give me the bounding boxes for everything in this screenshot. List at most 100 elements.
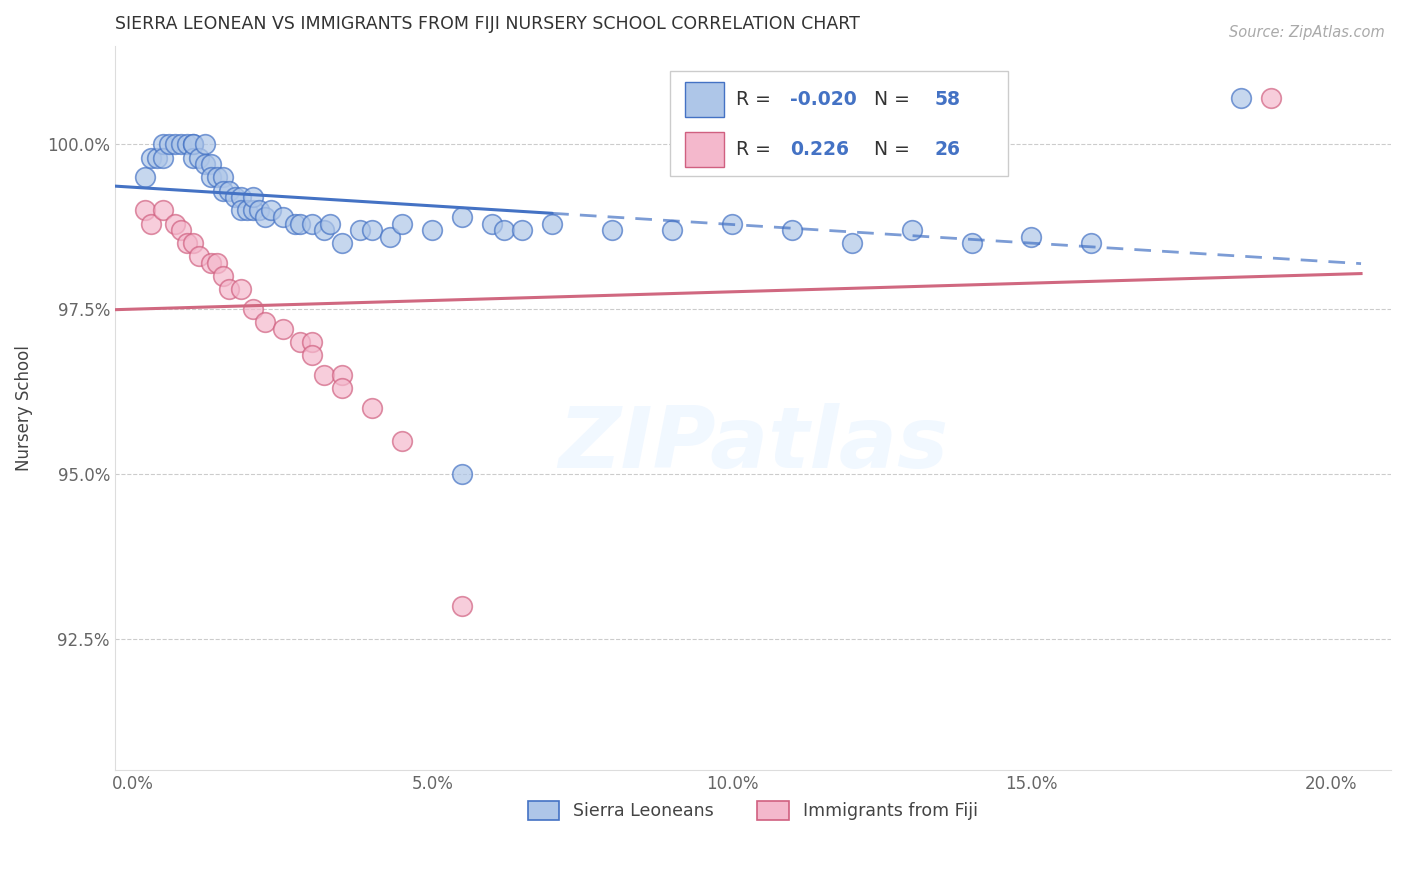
Point: [253, 210, 276, 224]
Point: [1021, 229, 1043, 244]
Point: [181, 137, 204, 152]
Point: [1080, 236, 1102, 251]
Point: [301, 348, 323, 362]
Point: [187, 151, 209, 165]
Point: [541, 217, 564, 231]
Point: [205, 256, 228, 270]
Point: [187, 250, 209, 264]
Point: [1230, 91, 1253, 105]
Text: 58: 58: [934, 90, 960, 109]
Point: [332, 236, 354, 251]
Point: [361, 401, 384, 415]
Text: R =: R =: [737, 90, 778, 109]
Bar: [685, 82, 724, 117]
Point: [271, 322, 294, 336]
Point: [242, 203, 264, 218]
Text: 0.226: 0.226: [790, 140, 849, 160]
Bar: [685, 132, 724, 167]
Point: [1260, 91, 1282, 105]
Point: [301, 335, 323, 350]
Point: [314, 368, 336, 382]
Point: [181, 151, 204, 165]
Point: [242, 302, 264, 317]
Point: [181, 236, 204, 251]
Point: [451, 467, 474, 481]
Point: [218, 282, 240, 296]
Point: [841, 236, 863, 251]
Point: [301, 217, 323, 231]
Point: [194, 157, 217, 171]
Point: [510, 223, 533, 237]
Point: [139, 217, 162, 231]
Text: N =: N =: [875, 140, 915, 160]
Point: [152, 151, 174, 165]
Point: [332, 368, 354, 382]
Point: [253, 315, 276, 329]
Point: [391, 434, 413, 448]
Point: [134, 203, 156, 218]
Point: [176, 236, 198, 251]
Point: [349, 223, 371, 237]
Point: [283, 217, 305, 231]
Point: [152, 203, 174, 218]
Point: [361, 223, 384, 237]
Point: [145, 151, 167, 165]
Point: [181, 137, 204, 152]
Point: [194, 137, 217, 152]
Point: [229, 282, 252, 296]
Point: [169, 223, 191, 237]
Point: [200, 256, 222, 270]
Point: [229, 203, 252, 218]
Y-axis label: Nursery School: Nursery School: [15, 345, 32, 471]
Point: [211, 184, 233, 198]
Point: [235, 203, 257, 218]
Point: [152, 137, 174, 152]
Point: [200, 157, 222, 171]
Point: [205, 170, 228, 185]
Point: [380, 229, 402, 244]
Point: [960, 236, 983, 251]
Point: [780, 223, 803, 237]
Point: [900, 223, 922, 237]
Point: [661, 223, 683, 237]
Text: R =: R =: [737, 140, 778, 160]
Point: [218, 184, 240, 198]
Point: [290, 335, 312, 350]
Point: [200, 170, 222, 185]
Legend: Sierra Leoneans, Immigrants from Fiji: Sierra Leoneans, Immigrants from Fiji: [522, 794, 984, 827]
Point: [211, 269, 233, 284]
Point: [176, 137, 198, 152]
Point: [259, 203, 281, 218]
Point: [242, 190, 264, 204]
Point: [481, 217, 503, 231]
Point: [494, 223, 516, 237]
Point: [420, 223, 443, 237]
Point: [163, 217, 186, 231]
Point: [721, 217, 744, 231]
Point: [451, 210, 474, 224]
Text: ZIPatlas: ZIPatlas: [558, 403, 948, 486]
Text: -0.020: -0.020: [790, 90, 856, 109]
Text: N =: N =: [875, 90, 915, 109]
Point: [163, 137, 186, 152]
Point: [314, 223, 336, 237]
Text: SIERRA LEONEAN VS IMMIGRANTS FROM FIJI NURSERY SCHOOL CORRELATION CHART: SIERRA LEONEAN VS IMMIGRANTS FROM FIJI N…: [115, 15, 859, 33]
Point: [290, 217, 312, 231]
Point: [391, 217, 413, 231]
Point: [169, 137, 191, 152]
Point: [332, 381, 354, 395]
Bar: [669, 71, 1008, 176]
Point: [271, 210, 294, 224]
Point: [134, 170, 156, 185]
Text: 26: 26: [934, 140, 960, 160]
Point: [247, 203, 270, 218]
Point: [319, 217, 342, 231]
Point: [600, 223, 623, 237]
Point: [229, 190, 252, 204]
Point: [451, 599, 474, 613]
Point: [224, 190, 246, 204]
Point: [157, 137, 180, 152]
Text: Source: ZipAtlas.com: Source: ZipAtlas.com: [1229, 25, 1385, 40]
Point: [139, 151, 162, 165]
Point: [211, 170, 233, 185]
